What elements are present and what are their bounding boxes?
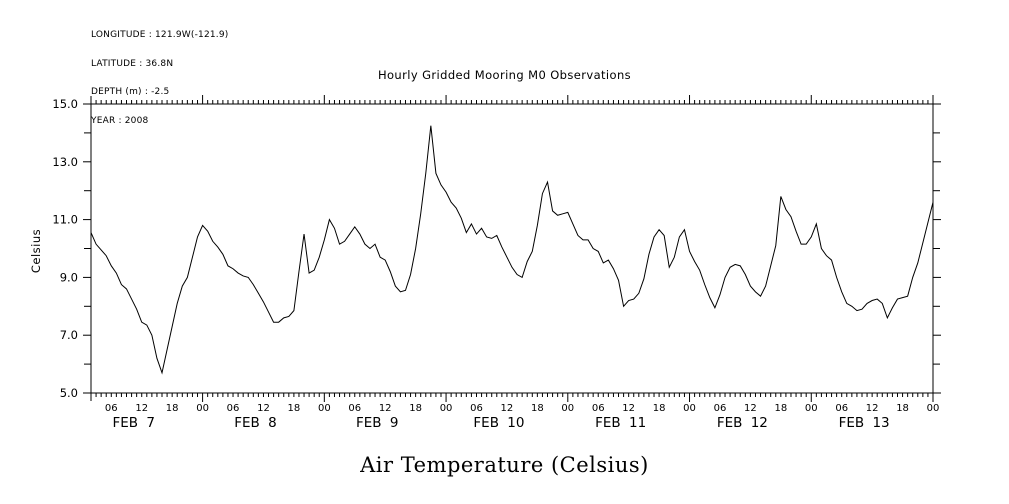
x-hour-tick-label: 18 <box>288 403 301 414</box>
x-hour-tick-label: 06 <box>592 403 605 414</box>
y-tick-label: 9.0 <box>60 270 78 284</box>
x-hour-tick-label: 00 <box>318 403 331 414</box>
x-hour-tick-label: 00 <box>561 403 574 414</box>
y-tick-label: 7.0 <box>60 328 78 342</box>
x-hour-tick-label: 18 <box>774 403 787 414</box>
x-hour-tick-label: 12 <box>135 403 148 414</box>
x-hour-tick-label: 18 <box>409 403 422 414</box>
x-day-label: FEB 13 <box>839 415 890 431</box>
plot-border <box>90 103 934 394</box>
x-hour-tick-label: 12 <box>866 403 879 414</box>
x-hour-tick-label: 00 <box>805 403 818 414</box>
x-day-label: FEB 10 <box>473 415 524 431</box>
metadata-longitude: LONGITUDE : 121.9W(-121.9) <box>91 30 229 40</box>
x-day-label: FEB 9 <box>356 415 398 431</box>
x-hour-tick-label: 00 <box>927 403 940 414</box>
x-day-label: FEB 7 <box>113 415 155 431</box>
x-hour-tick-label: 00 <box>440 403 453 414</box>
x-hour-tick-label: 06 <box>835 403 848 414</box>
y-tick-label: 11.0 <box>52 213 78 227</box>
y-tick-label: 15.0 <box>52 97 78 111</box>
x-hour-tick-label: 12 <box>744 403 757 414</box>
x-hour-tick-label: 12 <box>622 403 635 414</box>
x-day-label: FEB 11 <box>595 415 646 431</box>
x-hour-tick-label: 00 <box>196 403 209 414</box>
x-hour-tick-label: 06 <box>714 403 727 414</box>
x-hour-tick-label: 12 <box>257 403 270 414</box>
metadata-depth: DEPTH (m) : -2.5 <box>91 87 170 97</box>
metadata-latitude: LATITUDE : 36.8N <box>91 58 174 69</box>
x-hour-tick-label: 12 <box>379 403 392 414</box>
x-hour-tick-label: 18 <box>653 403 666 414</box>
metadata-block: LONGITUDE : 121.9W(-121.9) LATITUDE : 36… <box>91 12 229 136</box>
x-hour-tick-label: 12 <box>501 403 514 414</box>
x-hour-tick-label: 18 <box>166 403 179 414</box>
x-hour-tick-label: 18 <box>896 403 909 414</box>
x-axis-caption: Air Temperature (Celsius) <box>360 453 649 477</box>
x-hour-tick-label: 00 <box>683 403 696 414</box>
x-hour-tick-label: 06 <box>105 403 118 414</box>
temperature-series-line <box>90 125 934 375</box>
metadata-year: YEAR : 2008 <box>91 115 149 126</box>
x-day-label: FEB 12 <box>717 415 768 431</box>
x-hour-tick-label: 06 <box>348 403 361 414</box>
x-hour-tick-label: 18 <box>531 403 544 414</box>
y-tick-label: 5.0 <box>60 386 78 400</box>
x-day-label: FEB 8 <box>234 415 276 431</box>
x-hour-tick-label: 06 <box>227 403 240 414</box>
x-hour-tick-label: 06 <box>470 403 483 414</box>
chart-title: Hourly Gridded Mooring M0 Observations <box>377 68 632 82</box>
y-tick-label: 13.0 <box>52 155 78 169</box>
